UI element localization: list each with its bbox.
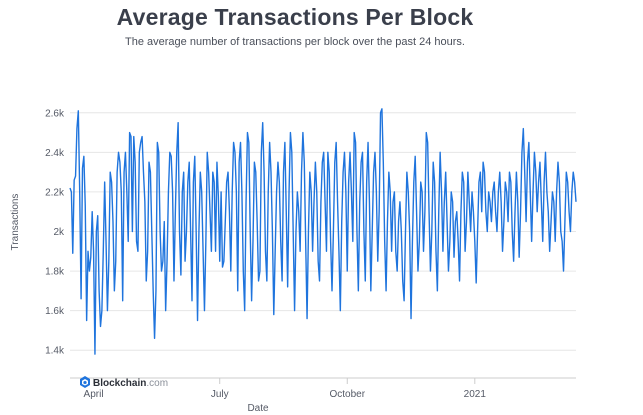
- watermark-brand: Blockchain: [93, 378, 146, 389]
- y-axis: 1.4k 1.6k 1.8k 2k 2.2k 2.4k 2.6k: [45, 108, 65, 356]
- chart-title: Average Transactions Per Block: [116, 4, 474, 30]
- x-tick-label: July: [211, 389, 229, 400]
- y-tick-label: 1.4k: [45, 346, 65, 357]
- series-line-0: [69, 108, 577, 355]
- y-tick-label: 1.8k: [45, 267, 65, 278]
- x-tick-label: April: [84, 389, 104, 400]
- y-tick-label: 2.4k: [45, 148, 65, 159]
- svg-text:Blockchain.com: Blockchain.com: [93, 378, 168, 389]
- y-tick-label: 1.6k: [45, 306, 65, 317]
- y-tick-label: 2k: [53, 227, 65, 238]
- y-tick-label: 2.2k: [45, 187, 65, 198]
- blockchain-logo-icon: [80, 376, 90, 388]
- chart-subtitle: The average number of transactions per b…: [125, 36, 465, 48]
- series-layer: [69, 108, 577, 355]
- x-axis: April July October 2021: [70, 377, 576, 400]
- blockchain-watermark: Blockchain.com: [80, 376, 168, 389]
- watermark-suffix: .com: [146, 378, 168, 389]
- y-tick-label: 2.6k: [45, 108, 65, 119]
- y-axis-title: Transactions: [10, 194, 21, 251]
- x-tick-label: October: [329, 389, 365, 400]
- x-axis-title: Date: [247, 403, 269, 414]
- x-tick-label: 2021: [464, 389, 487, 400]
